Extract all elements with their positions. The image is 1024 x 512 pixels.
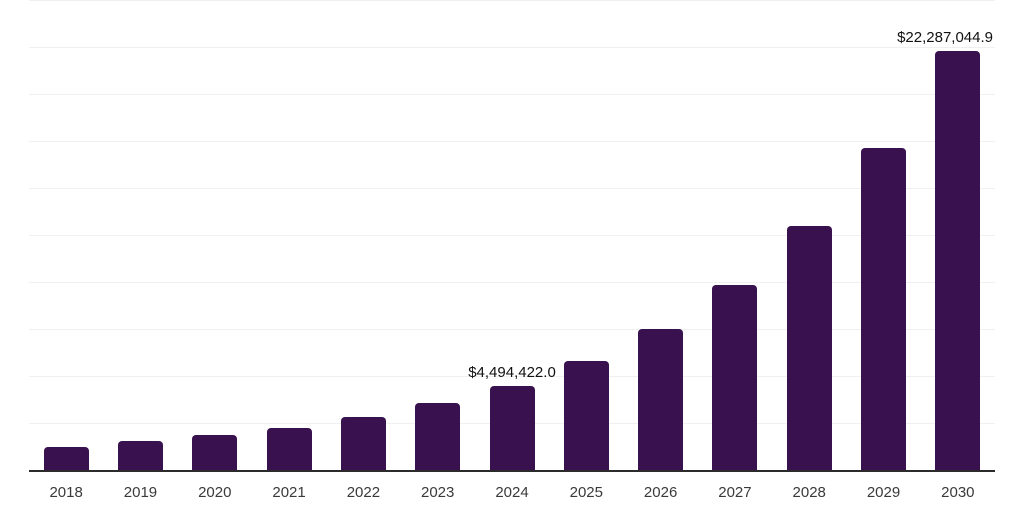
bar-2019 [117, 441, 163, 470]
x-tick-label-2022: 2022 [346, 484, 381, 501]
bar-2026 [638, 329, 684, 470]
bar-2022 [340, 416, 386, 470]
gridline [29, 282, 995, 283]
bar-2030 [935, 51, 981, 470]
gridline [29, 329, 995, 330]
bar-2027 [712, 284, 758, 470]
x-tick-label-2029: 2029 [866, 484, 901, 501]
bar-value-label-2024: $4,494,422.0 [468, 363, 556, 381]
bar-2024 [489, 385, 535, 470]
bar-2018 [43, 446, 89, 470]
x-tick-label-2030: 2030 [941, 484, 975, 501]
x-tick-label-2025: 2025 [569, 484, 603, 501]
bar-2029 [861, 147, 907, 470]
gridline [29, 188, 995, 189]
gridline [29, 141, 995, 142]
x-axis-line [29, 470, 995, 472]
x-tick-label-2020: 2020 [198, 484, 232, 501]
gridline [29, 376, 995, 377]
gridline [29, 47, 995, 48]
x-tick-label-2021: 2021 [272, 484, 306, 501]
x-tick-label-2024: 2024 [495, 484, 529, 501]
x-tick-label-2018: 2018 [49, 484, 83, 501]
bar-2023 [415, 403, 461, 470]
bar-2028 [786, 225, 832, 470]
bar-value-label-2030: $22,287,044.9 [897, 29, 993, 46]
gridline [29, 94, 995, 95]
x-tick-label-2028: 2028 [792, 484, 826, 501]
gridline [29, 0, 995, 1]
gridline [29, 235, 995, 236]
bar-2020 [192, 435, 238, 470]
x-tick-label-2027: 2027 [718, 484, 752, 501]
bar-2021 [266, 427, 312, 470]
x-tick-label-2019: 2019 [123, 484, 158, 501]
x-tick-label-2026: 2026 [643, 484, 678, 501]
x-tick-label-2023: 2023 [421, 484, 455, 501]
bar-2025 [563, 360, 609, 470]
